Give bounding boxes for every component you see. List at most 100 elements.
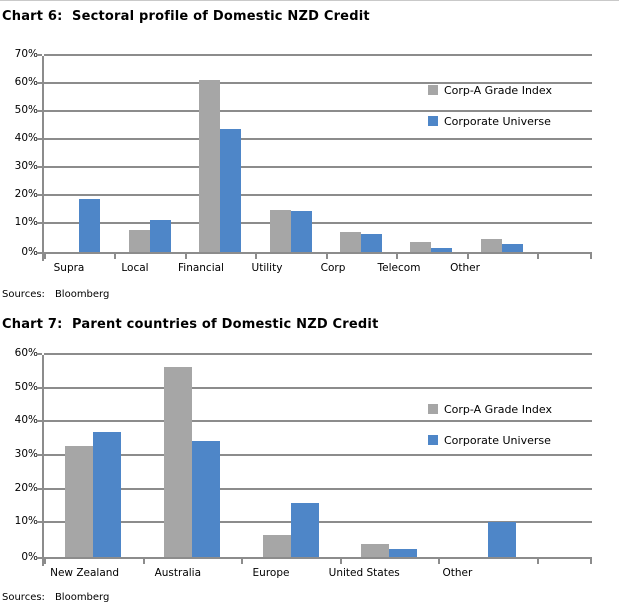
bar-corporate-universe	[290, 211, 312, 252]
y-axis-tick	[37, 138, 42, 140]
legend-swatch	[428, 85, 438, 95]
gridline	[44, 487, 592, 490]
chart7-sources-line: Sources: Bloomberg	[2, 592, 109, 603]
legend-swatch	[428, 404, 438, 414]
bar-corp-a-grade-index	[65, 445, 94, 557]
gridline	[44, 353, 592, 355]
sources-label: Sources:	[2, 592, 45, 603]
legend-label: Corp-A Grade Index	[444, 402, 552, 416]
y-axis-tick	[37, 353, 42, 355]
x-tick-label: Telecom	[377, 262, 421, 274]
chart6-plot-area	[37, 54, 592, 261]
x-tick-label: Financial	[178, 262, 224, 274]
x-axis-tick	[184, 252, 187, 259]
bar-corporate-universe	[149, 219, 171, 252]
bar-corporate-universe	[431, 247, 453, 252]
gridline	[44, 222, 592, 224]
y-tick-label: 40%	[14, 414, 38, 427]
y-axis-tick	[37, 194, 42, 196]
y-axis-tick	[37, 110, 42, 112]
bar-corporate-universe	[360, 233, 382, 252]
gridline	[44, 110, 592, 112]
x-axis-tick	[466, 252, 469, 259]
gridline	[44, 386, 592, 389]
x-tick-label: Utility	[251, 262, 283, 274]
bar-corp-a-grade-index	[480, 239, 502, 252]
bar-corporate-universe	[290, 503, 319, 557]
legend-label: Corporate Universe	[444, 433, 551, 447]
y-tick-label: 10%	[14, 515, 38, 528]
y-axis-tick	[37, 487, 42, 490]
x-tick-label: Other	[442, 567, 473, 579]
x-tick-label: Corp	[320, 262, 346, 274]
gridline	[44, 194, 592, 196]
legend-swatch	[428, 435, 438, 445]
chart7-y-axis-labels: 0% 10% 20% 30% 40% 50% 60%	[0, 0, 38, 604]
legend-entry: Corporate Universe	[428, 114, 552, 128]
legend-label: Corp-A Grade Index	[444, 83, 552, 97]
bar-corp-a-grade-index	[410, 242, 432, 252]
x-axis-tick	[325, 252, 328, 259]
y-tick-label: 10%	[14, 216, 38, 228]
sources-value: Bloomberg	[54, 592, 110, 603]
x-axis-tick	[44, 557, 46, 564]
sources-label: Sources:	[2, 289, 45, 300]
bar-corp-a-grade-index	[361, 543, 390, 557]
x-axis-tick	[241, 557, 244, 564]
chart6-x-axis-labels: Supra Local Financial Utility Corp Telecom Oth…	[36, 262, 498, 274]
bar-corporate-universe	[487, 521, 516, 557]
gridline	[44, 454, 592, 456]
x-axis-end-tick	[590, 557, 592, 564]
y-axis-line	[42, 355, 44, 566]
x-axis-tick	[339, 557, 342, 564]
x-axis-tick	[44, 252, 46, 259]
chart6-sources-line: Sources: Bloomberg	[2, 289, 109, 300]
y-tick-label: 0%	[21, 551, 38, 563]
bar-corp-a-grade-index	[128, 229, 150, 252]
bar-corporate-universe	[79, 198, 101, 252]
x-axis-tick	[537, 557, 539, 564]
bar-corporate-universe	[220, 128, 242, 252]
legend-swatch	[428, 116, 438, 126]
y-tick-label: 60%	[14, 347, 38, 359]
chart7-x-axis-labels: New Zealand Australia Europe United States O…	[38, 567, 504, 579]
x-axis-tick	[537, 252, 539, 259]
legend-label: Corporate Universe	[444, 114, 551, 128]
y-tick-label: 30%	[14, 160, 38, 172]
y-tick-label: 50%	[14, 104, 38, 116]
bar-corp-a-grade-index	[269, 210, 291, 252]
x-axis-tick	[396, 252, 399, 259]
chart7-title: Chart 7: Parent countries of Domestic NZ…	[2, 317, 379, 332]
bar-corp-a-grade-index	[163, 366, 192, 557]
gridline	[44, 252, 592, 254]
x-tick-label: Australia	[154, 567, 202, 579]
chart6-title: Chart 6: Sectoral profile of Domestic NZ…	[2, 9, 370, 24]
x-tick-label: New Zealand	[50, 567, 120, 579]
y-tick-label: 20%	[14, 188, 38, 200]
legend-entry: Corp-A Grade Index	[428, 83, 552, 97]
y-axis-tick	[37, 54, 42, 56]
x-tick-label: Supra	[53, 262, 85, 274]
chart6-legend: Corp-A Grade Index Corporate Universe	[428, 84, 552, 146]
y-axis-tick	[37, 222, 42, 224]
x-axis-tick	[255, 252, 258, 259]
chart7-legend: Corp-A Grade Index Corporate Universe	[428, 403, 552, 465]
y-axis-tick	[37, 166, 42, 168]
chart6-y-axis-labels: 0% 10% 20% 30% 40% 50% 60% 70%	[0, 0, 38, 604]
x-tick-label: Europe	[252, 567, 290, 579]
y-axis-tick	[37, 386, 42, 389]
gridline	[44, 420, 592, 423]
y-tick-label: 30%	[14, 448, 38, 460]
x-axis-end-tick	[590, 252, 592, 259]
bar-corporate-universe	[501, 243, 523, 252]
legend-entry: Corp-A Grade Index	[428, 402, 552, 416]
top-border-line	[0, 0, 619, 1]
gridline	[44, 82, 592, 84]
y-axis-tick	[37, 82, 42, 84]
y-axis-tick	[37, 557, 42, 559]
y-tick-label: 70%	[14, 48, 38, 60]
y-axis-tick	[37, 454, 42, 456]
